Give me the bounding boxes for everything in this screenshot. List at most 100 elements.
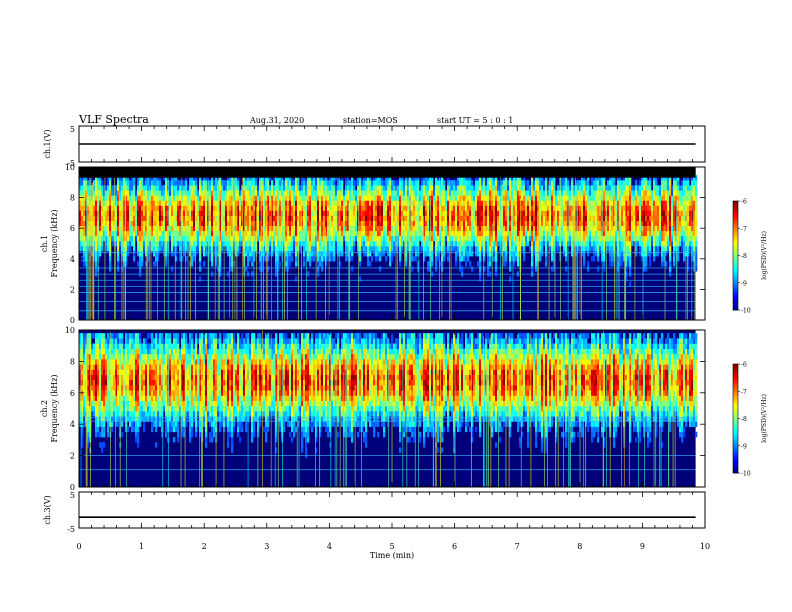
psd-cell bbox=[339, 190, 342, 196]
psd-cell bbox=[87, 195, 90, 201]
psd-cell bbox=[171, 200, 174, 206]
psd-cell bbox=[125, 215, 128, 221]
psd-cell bbox=[603, 190, 606, 196]
psd-cell bbox=[361, 195, 364, 201]
psd-cell bbox=[209, 180, 212, 186]
psd-cell bbox=[119, 235, 122, 242]
psd-cell bbox=[401, 175, 404, 181]
psd-cell bbox=[551, 195, 554, 201]
psd-cell bbox=[269, 225, 272, 232]
psd-cell bbox=[467, 180, 470, 186]
psd-cell bbox=[621, 235, 624, 242]
psd-cell bbox=[581, 220, 584, 227]
psd-cell bbox=[597, 245, 600, 252]
psd-cell bbox=[361, 180, 364, 186]
psd-cell bbox=[159, 185, 162, 191]
psd-cell bbox=[533, 195, 536, 201]
psd-cell bbox=[111, 205, 114, 211]
psd-cell bbox=[133, 205, 136, 211]
psd-cell bbox=[377, 190, 380, 196]
psd-cell bbox=[517, 210, 520, 216]
psd-cell bbox=[577, 235, 580, 242]
psd-cell bbox=[325, 195, 328, 201]
psd-cell bbox=[461, 230, 464, 237]
psd-cell bbox=[211, 180, 214, 186]
psd-cell bbox=[327, 215, 330, 221]
psd-cell bbox=[465, 251, 468, 257]
psd-cell bbox=[377, 215, 380, 221]
psd-cell bbox=[505, 220, 508, 227]
psd-cell bbox=[279, 240, 282, 247]
psd-cell bbox=[143, 225, 146, 232]
psd-cell bbox=[575, 225, 578, 232]
psd-cell bbox=[529, 235, 532, 242]
psd-cell bbox=[447, 210, 450, 216]
psd-cell bbox=[583, 195, 586, 201]
psd-cell bbox=[143, 200, 146, 206]
psd-cell bbox=[119, 175, 122, 181]
psd-cell bbox=[513, 200, 516, 206]
psd-cell bbox=[383, 205, 386, 211]
psd-cell bbox=[325, 180, 328, 186]
psd-cell bbox=[571, 195, 574, 201]
psd-cell bbox=[373, 190, 376, 196]
psd-cell bbox=[95, 215, 98, 221]
psd-cell bbox=[311, 190, 314, 196]
psd-cell bbox=[331, 245, 334, 252]
psd-cell bbox=[525, 205, 528, 211]
psd-cell bbox=[399, 215, 402, 221]
psd-cell bbox=[239, 220, 242, 227]
psd-cell bbox=[649, 245, 652, 252]
psd-cell bbox=[173, 180, 176, 186]
psd-cell bbox=[503, 240, 506, 247]
psd-cell bbox=[161, 215, 164, 221]
psd-cell bbox=[509, 220, 512, 227]
psd-cell bbox=[379, 245, 382, 252]
psd-cell bbox=[527, 185, 530, 191]
psd-cell bbox=[195, 195, 198, 201]
psd-cell bbox=[259, 245, 262, 252]
psd-cell bbox=[447, 185, 450, 191]
psd-cell bbox=[291, 220, 294, 227]
psd-cell bbox=[325, 185, 328, 191]
psd-cell bbox=[147, 215, 150, 221]
psd-cell bbox=[367, 230, 370, 237]
psd-cell bbox=[307, 225, 310, 232]
psd-cell bbox=[455, 240, 458, 247]
psd-cell bbox=[613, 180, 616, 186]
psd-cell bbox=[301, 190, 304, 196]
psd-cell bbox=[245, 225, 248, 232]
psd-cell bbox=[337, 195, 340, 201]
psd-cell bbox=[85, 190, 88, 196]
psd-cell bbox=[453, 230, 456, 237]
psd-cell bbox=[175, 200, 178, 206]
psd-cell bbox=[279, 225, 282, 232]
psd-cell bbox=[291, 215, 294, 221]
psd-cell bbox=[407, 220, 410, 227]
psd-cell bbox=[227, 210, 230, 216]
psd-cell bbox=[597, 200, 600, 206]
psd-cell bbox=[347, 251, 350, 257]
psd-cell bbox=[135, 235, 138, 242]
psd-cell bbox=[523, 230, 526, 237]
psd-cell bbox=[127, 210, 130, 216]
psd-cell bbox=[211, 200, 214, 206]
psd-cell bbox=[295, 276, 298, 282]
psd-cell bbox=[129, 180, 132, 186]
psd-cell bbox=[515, 200, 518, 206]
psd-cell bbox=[429, 175, 432, 181]
psd-cell bbox=[629, 251, 632, 257]
psd-cell bbox=[411, 185, 414, 191]
psd-cell bbox=[589, 225, 592, 232]
psd-cell bbox=[611, 210, 614, 216]
psd-cell bbox=[481, 180, 484, 186]
psd-cell bbox=[623, 200, 626, 206]
psd-cell bbox=[647, 205, 650, 211]
psd-cell bbox=[263, 240, 266, 247]
psd-cell bbox=[245, 240, 248, 247]
psd-cell bbox=[469, 261, 472, 267]
psd-cell bbox=[469, 175, 472, 181]
psd-cell bbox=[443, 240, 446, 247]
psd-cell bbox=[153, 245, 156, 252]
psd-cell bbox=[625, 210, 628, 216]
